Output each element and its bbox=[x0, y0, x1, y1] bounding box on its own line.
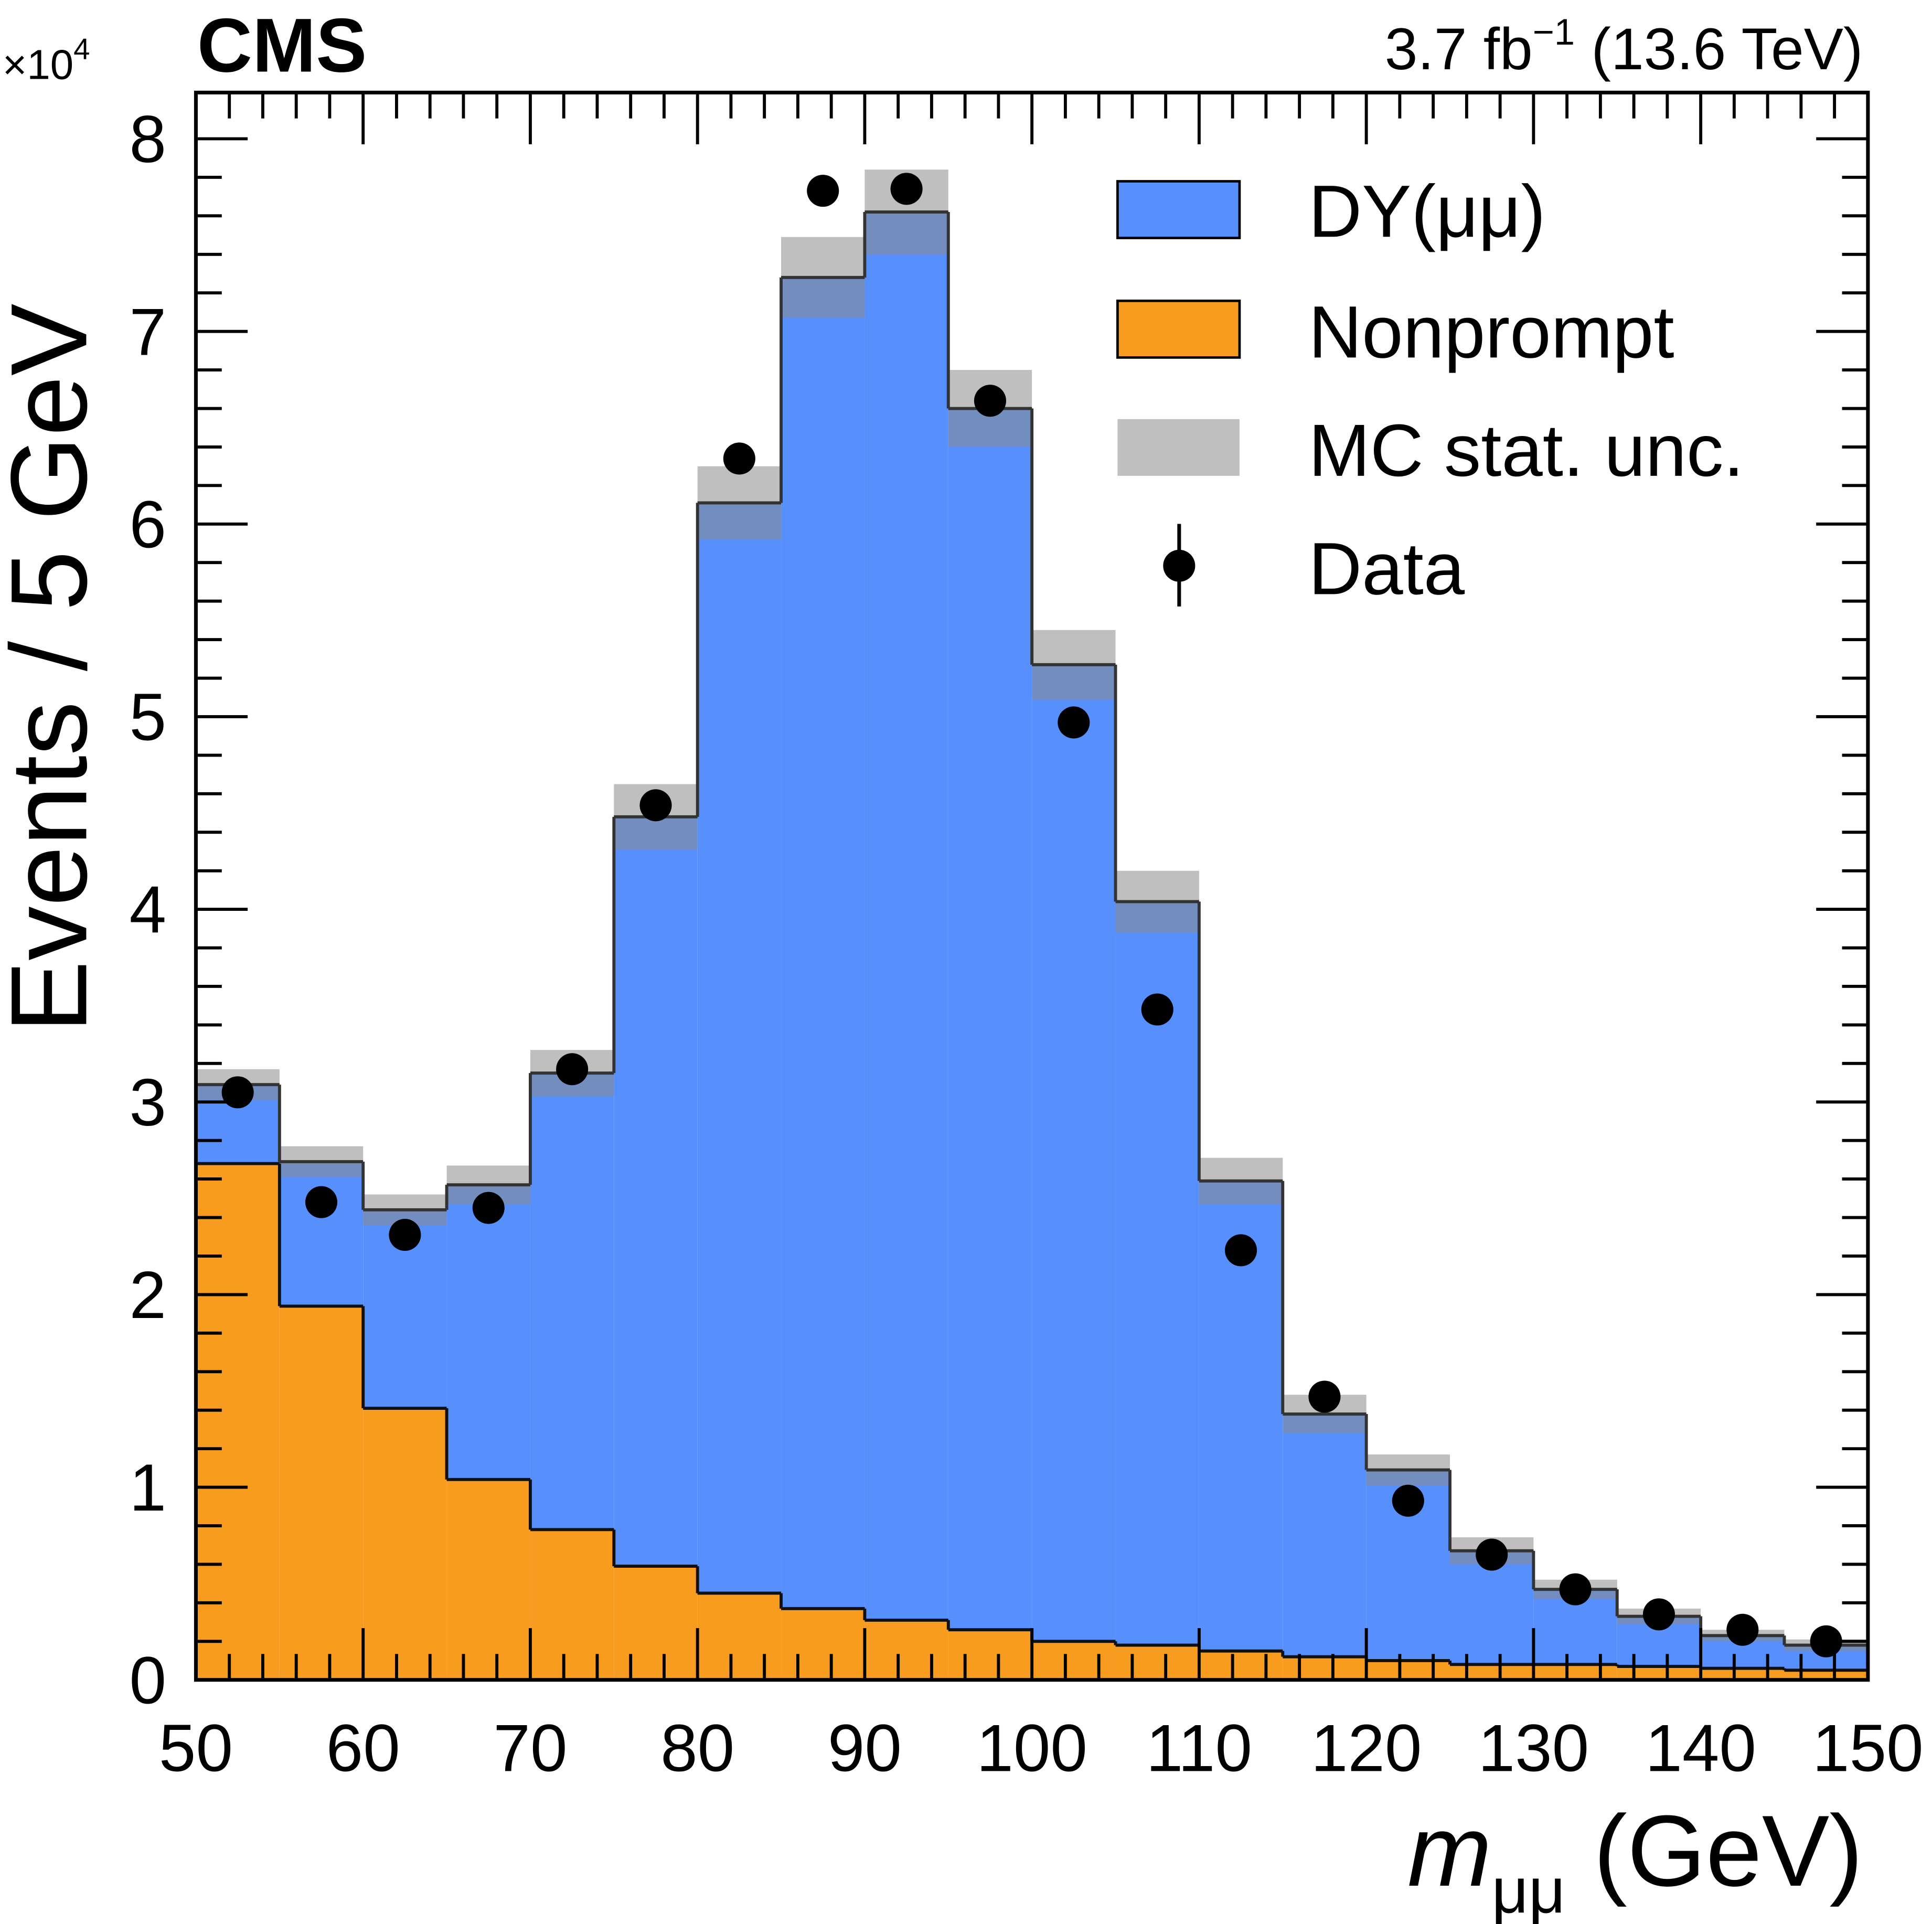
dy-bar bbox=[697, 503, 782, 1593]
data-point bbox=[1476, 1538, 1508, 1571]
nonprompt-bar bbox=[1784, 1670, 1868, 1680]
legend-data-marker bbox=[1163, 549, 1196, 582]
nonprompt-bar bbox=[1199, 1651, 1283, 1680]
data-point bbox=[1559, 1573, 1592, 1606]
data-point bbox=[1810, 1625, 1842, 1657]
y-tick-label: 1 bbox=[130, 1450, 167, 1525]
nonprompt-bar bbox=[614, 1566, 698, 1680]
x-axis-sub: μμ bbox=[1492, 1855, 1566, 1924]
data-point bbox=[389, 1219, 421, 1251]
stack-bars bbox=[196, 212, 1868, 1680]
dy-bar bbox=[1283, 1414, 1367, 1657]
nonprompt-bar bbox=[279, 1306, 364, 1680]
data-point bbox=[1225, 1234, 1257, 1267]
x-tick-label: 130 bbox=[1478, 1711, 1589, 1785]
y-multiplier: ×104 bbox=[3, 33, 90, 88]
dy-bar bbox=[1115, 901, 1199, 1645]
data-point bbox=[1058, 706, 1090, 739]
legend-label-nonprompt: Nonprompt bbox=[1308, 290, 1674, 373]
data-point bbox=[1726, 1613, 1759, 1646]
y-tick-label: 8 bbox=[130, 102, 167, 176]
dy-bar bbox=[1032, 664, 1116, 1642]
data-point bbox=[1392, 1484, 1424, 1517]
y-tick-label: 5 bbox=[130, 680, 167, 754]
legend-label-data: Data bbox=[1308, 527, 1465, 610]
nonprompt-bar bbox=[948, 1630, 1032, 1680]
lumi-exponent: −1 bbox=[1533, 11, 1575, 52]
x-axis-var: m bbox=[1407, 1794, 1491, 1907]
data-point bbox=[556, 1053, 589, 1086]
dy-bar bbox=[446, 1185, 530, 1480]
data-points bbox=[221, 173, 1842, 1657]
legend-swatch-unc bbox=[1117, 419, 1240, 476]
data-point bbox=[890, 173, 923, 205]
nonprompt-bar bbox=[1617, 1666, 1701, 1680]
dy-bar bbox=[948, 408, 1032, 1630]
nonprompt-bar bbox=[446, 1479, 530, 1680]
nonprompt-bar bbox=[1533, 1664, 1617, 1680]
x-tick-label: 150 bbox=[1812, 1711, 1924, 1785]
lumi-label: 3.7 fb−1 (13.6 TeV) bbox=[1385, 11, 1863, 82]
data-point bbox=[723, 442, 755, 475]
energy-label: (13.6 TeV) bbox=[1591, 16, 1863, 82]
legend: DY(μμ) Nonprompt MC stat. unc. Data bbox=[1116, 169, 1744, 610]
nonprompt-bar bbox=[1701, 1668, 1785, 1680]
legend-label-dy: DY(μμ) bbox=[1308, 169, 1545, 252]
x-tick-label: 140 bbox=[1645, 1711, 1756, 1785]
x-tick-label: 60 bbox=[326, 1711, 400, 1785]
nonprompt-bar bbox=[1450, 1664, 1534, 1680]
x-tick-label: 90 bbox=[828, 1711, 902, 1785]
data-point bbox=[807, 175, 839, 207]
dy-bar bbox=[279, 1162, 364, 1306]
dy-bar bbox=[781, 277, 865, 1609]
y-tick-label: 7 bbox=[130, 294, 167, 369]
data-point bbox=[221, 1076, 254, 1109]
nonprompt-bar bbox=[1283, 1656, 1367, 1680]
x-axis-unit: (GeV) bbox=[1594, 1794, 1863, 1907]
nonprompt-bar bbox=[530, 1529, 614, 1680]
y-multiplier-exp: 4 bbox=[73, 33, 90, 66]
data-point bbox=[472, 1192, 505, 1224]
y-tick-label: 4 bbox=[130, 873, 167, 947]
nonprompt-bar bbox=[697, 1593, 782, 1680]
y-tick-label: 3 bbox=[130, 1065, 167, 1140]
x-tick-label: 110 bbox=[1146, 1711, 1252, 1785]
x-axis-title: mμμ (GeV) bbox=[1407, 1794, 1863, 1924]
x-tick-label: 70 bbox=[493, 1711, 567, 1785]
y-multiplier-base: ×10 bbox=[3, 41, 73, 88]
stack-outlines bbox=[196, 210, 1868, 1672]
data-point bbox=[974, 385, 1007, 417]
nonprompt-bar bbox=[1366, 1660, 1450, 1680]
data-point bbox=[1642, 1598, 1675, 1631]
legend-swatch-nonprompt bbox=[1116, 299, 1241, 359]
x-tick-label: 100 bbox=[976, 1711, 1087, 1785]
nonprompt-bar bbox=[1032, 1641, 1116, 1680]
dy-bar bbox=[864, 212, 948, 1620]
tick-labels: 0 1 2 3 4 5 6 7 8 50 60 70 80 90 100 110 120 130 140 150 bbox=[130, 102, 1924, 1785]
nonprompt-bar bbox=[781, 1608, 865, 1680]
nonprompt-bar bbox=[864, 1620, 948, 1680]
x-tick-label: 120 bbox=[1311, 1711, 1422, 1785]
data-point bbox=[305, 1186, 338, 1218]
x-tick-label: 80 bbox=[660, 1711, 734, 1785]
data-point bbox=[1308, 1380, 1341, 1413]
dy-bar bbox=[530, 1073, 614, 1530]
y-tick-label: 2 bbox=[130, 1258, 167, 1332]
nonprompt-bar bbox=[363, 1408, 447, 1680]
data-point bbox=[1141, 993, 1173, 1026]
lumi-value: 3.7 fb bbox=[1385, 16, 1533, 82]
nonprompt-bar bbox=[1115, 1645, 1199, 1680]
y-tick-label: 0 bbox=[130, 1643, 167, 1717]
nonprompt-bar bbox=[196, 1163, 280, 1680]
y-tick-label: 6 bbox=[130, 487, 167, 561]
legend-swatch-dy bbox=[1116, 180, 1241, 239]
axis-ticks bbox=[194, 92, 1870, 1682]
y-axis-title: Events / 5 GeV bbox=[0, 303, 109, 1033]
x-tick-label: 50 bbox=[159, 1711, 233, 1785]
data-point bbox=[639, 789, 672, 822]
experiment-label: CMS bbox=[197, 2, 367, 88]
dy-bar bbox=[614, 816, 698, 1567]
legend-label-unc: MC stat. unc. bbox=[1308, 409, 1744, 492]
